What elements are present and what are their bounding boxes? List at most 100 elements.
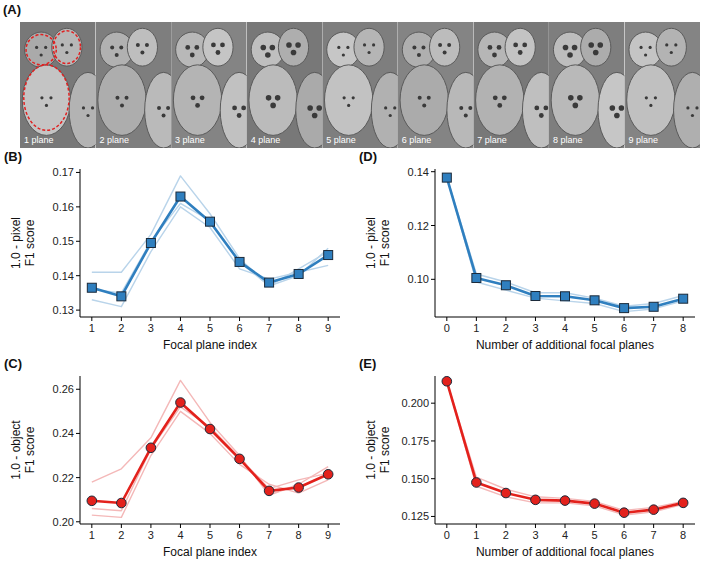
x-tick — [476, 317, 477, 321]
granule — [136, 43, 140, 47]
x-tick — [683, 524, 684, 528]
marker — [146, 239, 155, 248]
y-tick — [431, 403, 435, 404]
y-tick-label: 0.150 — [401, 473, 429, 485]
x-tick — [328, 317, 329, 321]
granule — [185, 45, 190, 50]
marker — [679, 294, 688, 303]
tile-label: 5 plane — [326, 135, 356, 145]
cell — [127, 28, 157, 66]
y-tick-label: 0.14 — [53, 270, 74, 282]
y-tick — [431, 516, 435, 517]
x-tick-label: 1 — [89, 529, 95, 541]
cell — [400, 65, 448, 136]
granule — [232, 106, 237, 111]
granule — [241, 106, 246, 111]
granule — [674, 43, 677, 46]
x-tick — [594, 317, 595, 321]
x-tick-label: 8 — [680, 529, 686, 541]
x-tick — [269, 524, 270, 528]
cell — [220, 72, 246, 148]
granule — [572, 45, 578, 51]
x-tick — [150, 524, 151, 528]
x-tick — [239, 317, 240, 321]
y-tick — [76, 389, 80, 390]
granule — [614, 113, 620, 119]
y-tick — [431, 478, 435, 479]
granule — [237, 113, 242, 118]
granule — [286, 42, 292, 48]
x-tick-label: 6 — [236, 529, 242, 541]
granule — [337, 46, 340, 49]
x-tick — [269, 317, 270, 321]
granule — [260, 45, 266, 51]
x-tick — [624, 317, 625, 321]
granule — [418, 96, 422, 100]
marker — [117, 498, 127, 508]
x-tick — [298, 317, 299, 321]
cell — [145, 72, 171, 148]
chart-panel: (C)1234567890.200.220.240.26Focal plane … — [4, 356, 340, 559]
granule — [443, 50, 447, 54]
x-tick — [535, 317, 536, 321]
y-tick-label: 0.16 — [53, 201, 74, 213]
x-tick — [594, 524, 595, 528]
granule — [316, 105, 322, 111]
marker — [265, 278, 274, 287]
granule — [645, 96, 648, 99]
granule — [691, 114, 694, 117]
granule — [502, 95, 507, 100]
cell-outline — [24, 65, 69, 131]
marker — [206, 217, 215, 226]
tile-label: 9 plane — [628, 135, 658, 145]
x-tick — [121, 524, 122, 528]
replicate-line — [447, 177, 683, 312]
granule — [125, 96, 129, 100]
granule — [120, 103, 124, 107]
cell — [674, 72, 700, 148]
x-axis-title: Number of additional focal planes — [476, 338, 654, 352]
marker — [619, 508, 629, 518]
image-tile — [247, 22, 323, 148]
y-tick-label: 0.20 — [53, 516, 74, 528]
x-tick — [91, 317, 92, 321]
granule — [115, 96, 119, 100]
y-tick-label: 0.15 — [53, 235, 74, 247]
granule — [119, 45, 123, 49]
granule — [65, 51, 68, 54]
granule — [393, 106, 396, 109]
granule — [497, 45, 502, 50]
granule — [194, 45, 199, 50]
granule — [346, 46, 349, 49]
granule — [40, 53, 43, 56]
cell — [598, 72, 624, 148]
marker — [294, 483, 304, 493]
granule — [695, 106, 698, 109]
x-tick-label: 3 — [148, 529, 154, 541]
y-axis-title-line: F1 score — [378, 426, 392, 473]
mean-line — [92, 403, 328, 504]
cell — [69, 72, 95, 148]
tile-label: 8 plane — [553, 135, 583, 145]
cell — [656, 28, 686, 66]
y-tick — [76, 521, 80, 522]
marker — [294, 269, 303, 278]
granule — [86, 114, 89, 117]
granule — [593, 50, 599, 56]
x-tick-label: 8 — [680, 322, 686, 334]
marker — [531, 292, 540, 301]
tile-label: 3 plane — [175, 135, 205, 145]
marker — [649, 302, 658, 311]
x-axis-title: Focal plane index — [163, 545, 257, 559]
marker — [235, 454, 245, 464]
y-axis-title-line: F1 score — [23, 219, 37, 266]
x-tick — [210, 524, 211, 528]
y-axis-title-line: 1.0 - pixel — [364, 217, 378, 269]
granule — [665, 43, 668, 46]
marker — [117, 292, 126, 301]
cell — [430, 28, 460, 66]
granule — [610, 105, 616, 111]
replicate-line — [92, 176, 328, 286]
x-tick-label: 7 — [266, 322, 272, 334]
granule — [568, 95, 574, 101]
